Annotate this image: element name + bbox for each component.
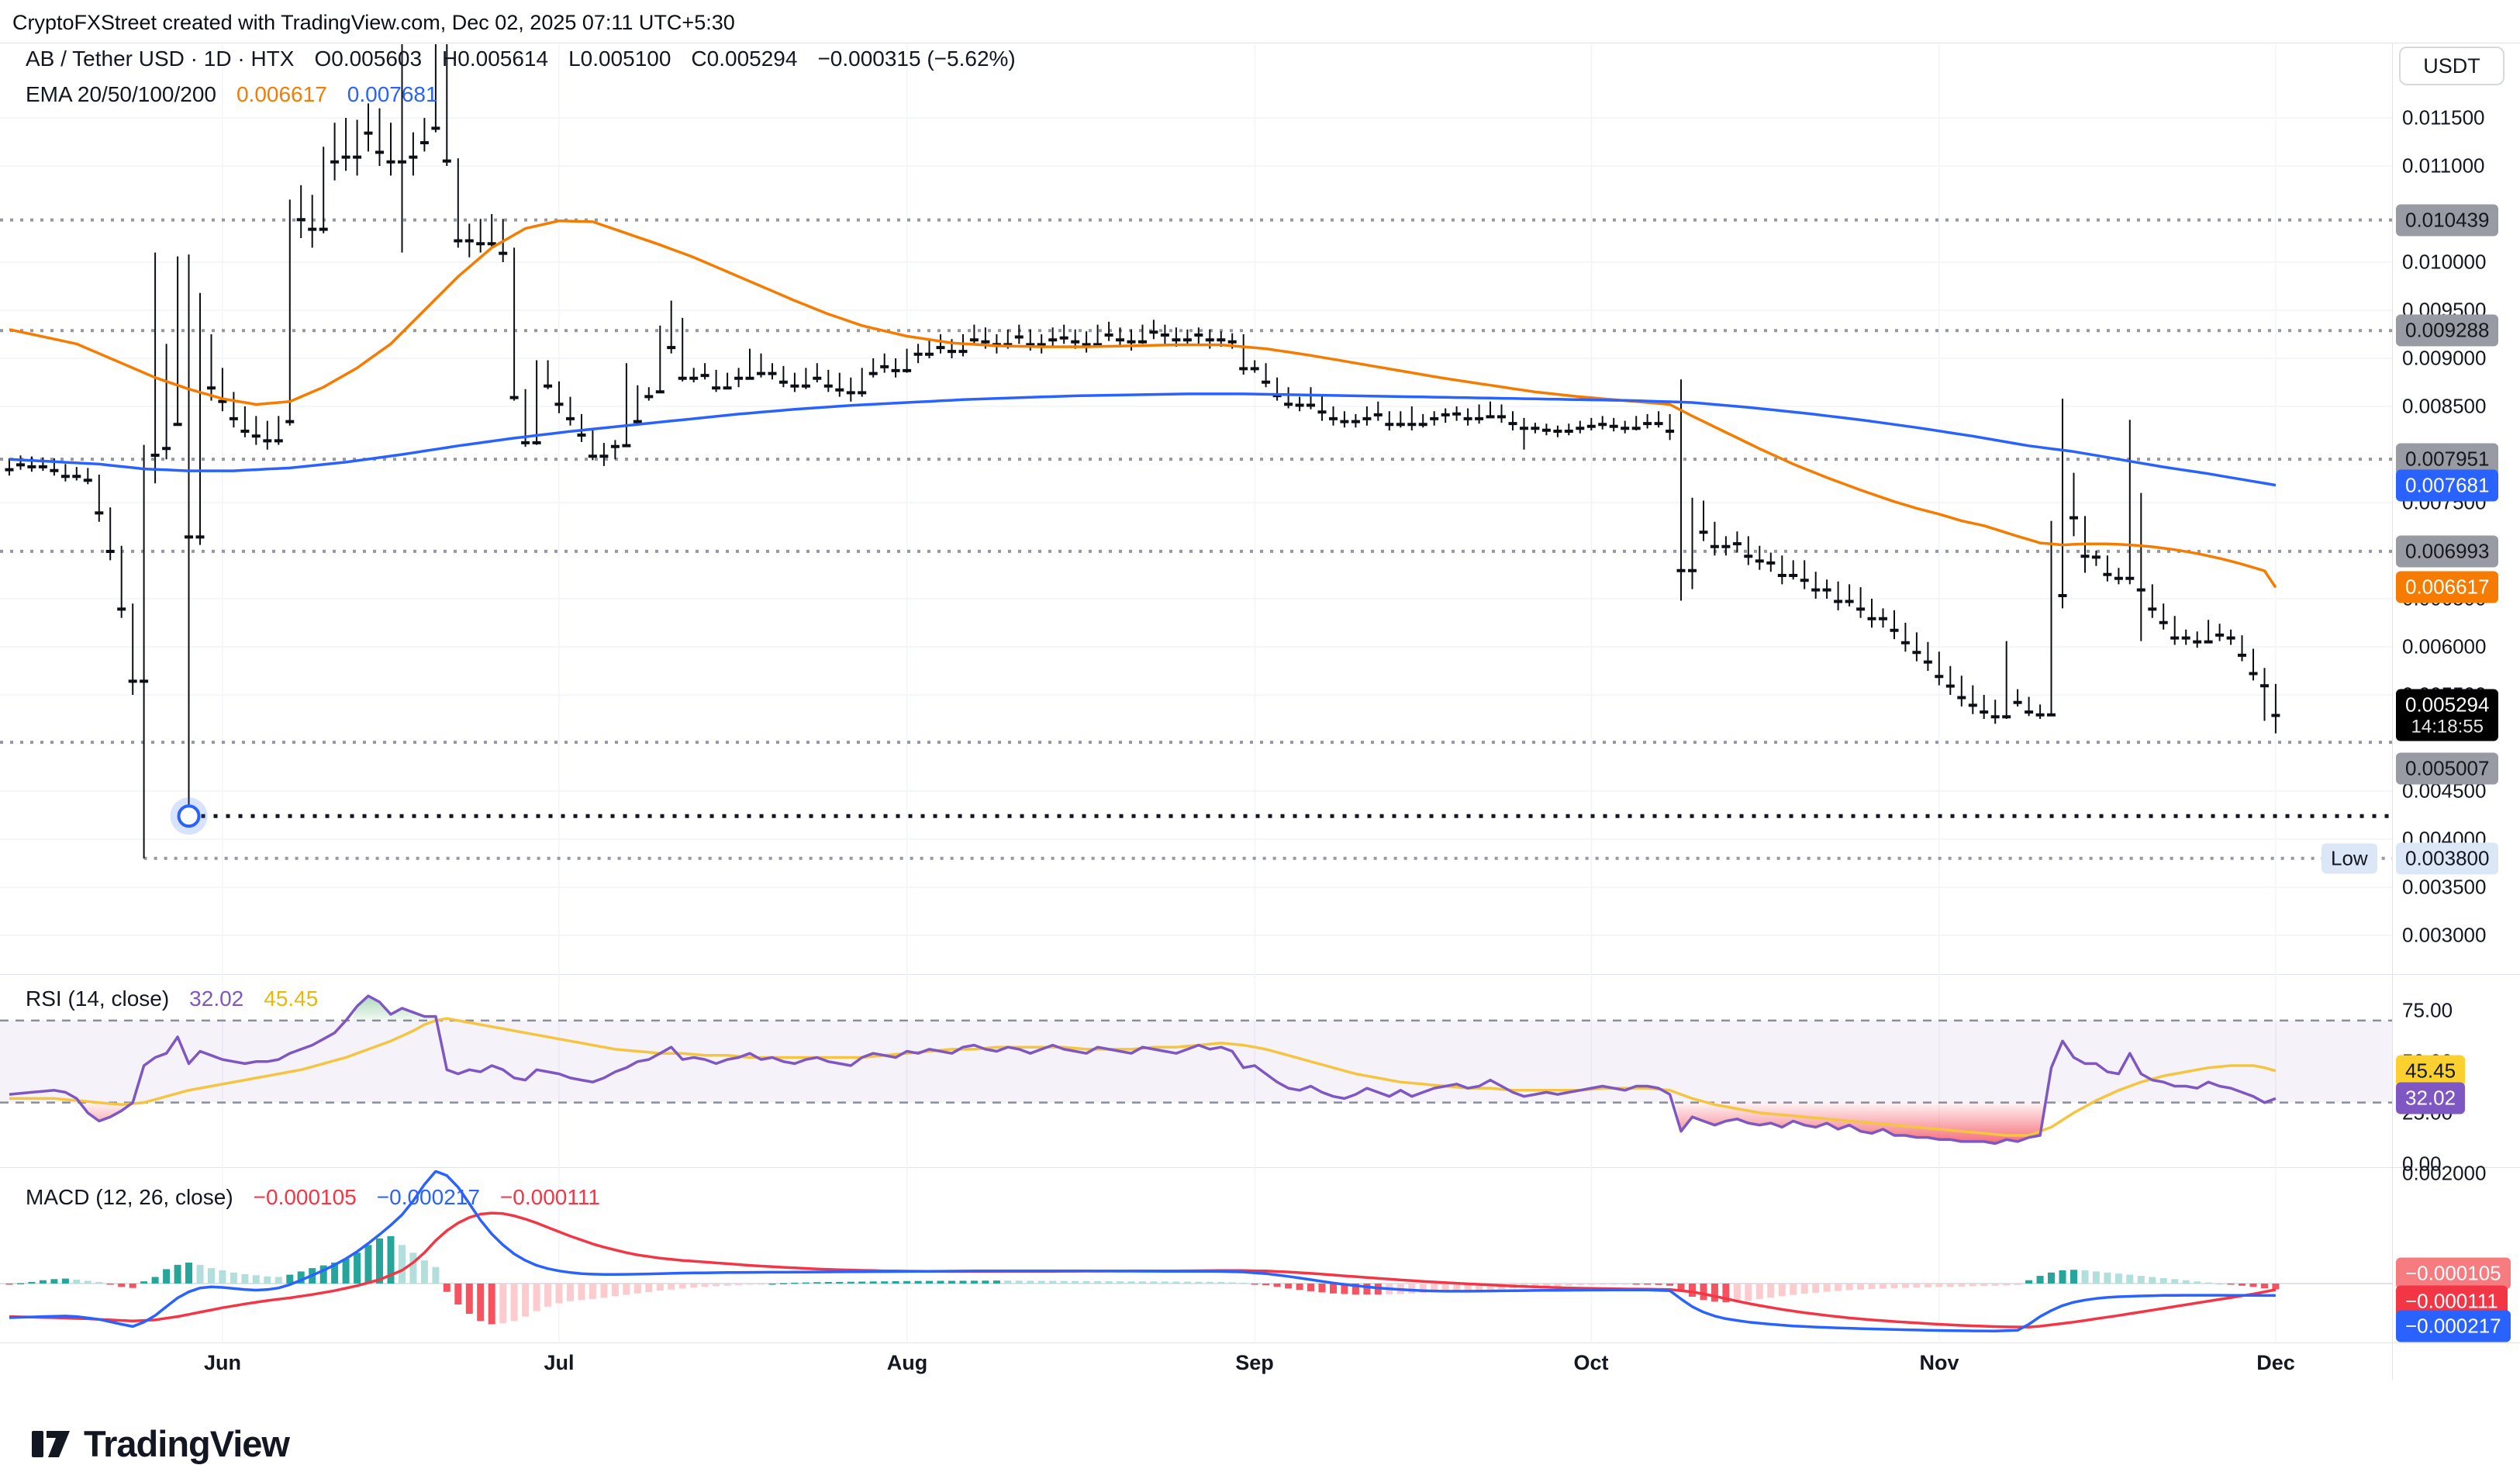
price-badge-gray: 0.005007 [2396, 752, 2499, 785]
rsi-macd-separator[interactable] [0, 1167, 2520, 1168]
candle-countdown: 14:18:55 [2411, 716, 2484, 738]
tradingview-logo[interactable]: TradingView [31, 1422, 290, 1465]
price-badge-low: 0.003800 [2396, 842, 2499, 875]
price-badge-blue: 0.007681 [2396, 469, 2499, 502]
axis-tick-label: 0.003000 [2402, 923, 2487, 947]
axis-tick-label: 0.008500 [2402, 394, 2487, 418]
time-axis-label: Jun [203, 1351, 242, 1374]
currency-label: USDT [2423, 54, 2480, 78]
axis-tick-label: 0.011500 [2402, 105, 2485, 130]
rsi-main-line [9, 994, 2277, 1145]
tradingview-wordmark: TradingView [84, 1423, 290, 1464]
candles-up [5, 126, 2213, 719]
price-badge-orange: 0.006617 [2396, 571, 2499, 603]
macd-badge: −0.000217 [2396, 1310, 2511, 1342]
axis-tick-label: 0.002000 [2402, 1161, 2487, 1185]
grid-layer [0, 44, 2392, 1342]
copyright-text: CryptoFXStreet created with TradingView.… [12, 11, 735, 34]
rsi-badge: 45.45 [2396, 1055, 2466, 1087]
candles-down [27, 150, 2280, 719]
axis-tick-label: 0.006000 [2402, 634, 2487, 658]
rsi-overbought-fill [351, 996, 442, 1021]
price-badge-gray: 0.009288 [2396, 314, 2499, 347]
price-pane-layer [0, 44, 2392, 860]
time-axis-label: Oct [1573, 1351, 1609, 1374]
low-label-chip: Low [2322, 843, 2377, 874]
axis-tick-label: 0.011000 [2402, 154, 2485, 178]
price-axis-border [2392, 43, 2393, 1380]
macd-timeaxis-separator [0, 1342, 2520, 1343]
price-badge-black: 0.005294 14:18:55 [2396, 689, 2499, 741]
time-axis-label: Dec [2256, 1351, 2295, 1374]
macd-main-line [9, 1170, 2276, 1332]
currency-axis-box[interactable]: USDT [2399, 47, 2504, 85]
price-badge-gray: 0.010439 [2396, 204, 2499, 237]
axis-tick-label: 0.00 [2402, 1152, 2442, 1176]
axis-tick-label: 0.010000 [2402, 250, 2487, 274]
candle-wicks [9, 44, 2277, 859]
rsi-oversold-fill [82, 1102, 2046, 1144]
time-axis-label: Sep [1235, 1351, 1274, 1374]
rsi-badge: 32.02 [2396, 1082, 2466, 1114]
price-badge-gray: 0.006993 [2396, 535, 2499, 568]
axis-tick-label: 75.00 [2402, 998, 2453, 1022]
axis-tick-label: 0.009000 [2402, 346, 2487, 370]
macd-badge: −0.000105 [2396, 1257, 2511, 1290]
drawing-anchor-circle [177, 804, 201, 828]
axis-tick-label: 0.003500 [2402, 875, 2487, 899]
time-axis-label: Nov [1919, 1351, 1959, 1374]
ema-slow-line [9, 392, 2277, 487]
rsi-pane-layer [0, 994, 2392, 1145]
time-axis-label: Jul [544, 1351, 575, 1374]
tradingview-glyph-icon [32, 1430, 70, 1457]
chart-canvas[interactable] [0, 0, 2520, 1380]
time-axis-label: Aug [886, 1351, 928, 1374]
macd-pane-layer [0, 1170, 2392, 1332]
price-rsi-separator[interactable] [0, 974, 2520, 975]
ema-fast-line [9, 219, 2277, 589]
